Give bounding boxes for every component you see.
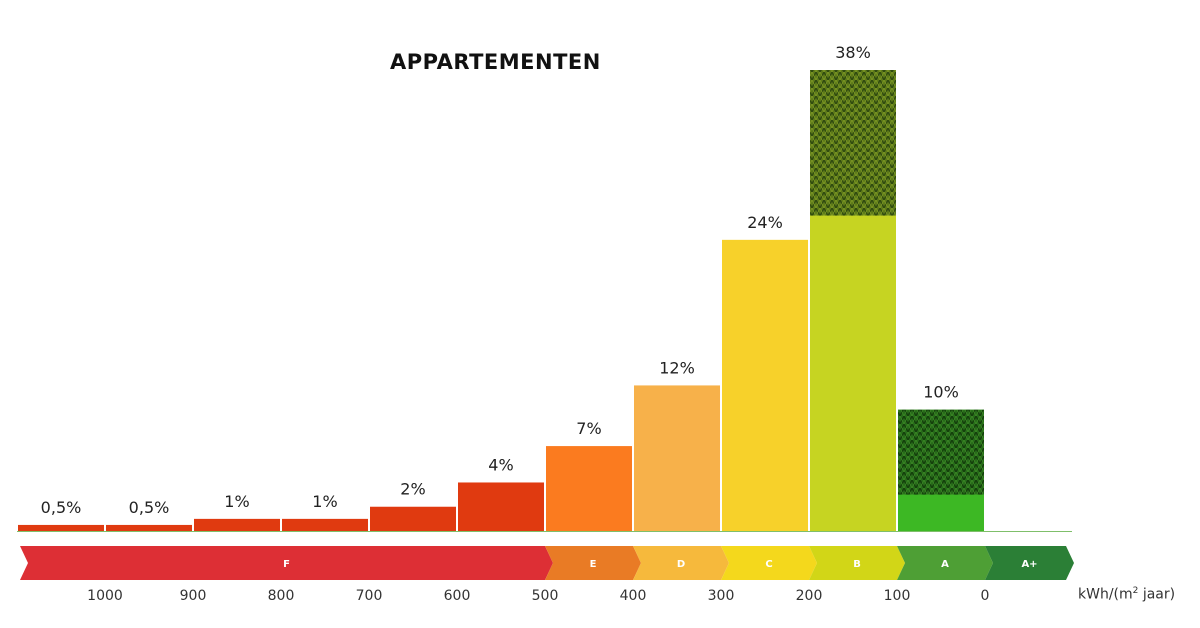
energy-band-label-D: D bbox=[677, 559, 685, 570]
x-tick-500: 500 bbox=[532, 588, 559, 604]
bar-9-hatched-segment bbox=[810, 70, 896, 216]
bar-value-label-2: 1% bbox=[224, 492, 249, 511]
bar-10-hatched-segment bbox=[898, 409, 984, 495]
x-tick-600: 600 bbox=[444, 588, 471, 604]
bar-value-label-0: 0,5% bbox=[41, 498, 82, 517]
energy-band-B bbox=[809, 546, 905, 580]
energy-band-label-Aplus: A+ bbox=[1021, 559, 1037, 570]
chart-title: APPARTEMENTEN bbox=[390, 50, 601, 74]
bar-value-label-3: 1% bbox=[312, 492, 337, 511]
bar-8 bbox=[722, 239, 808, 531]
energy-band-E bbox=[545, 546, 641, 580]
x-tick-800: 800 bbox=[268, 588, 295, 604]
bar-5 bbox=[458, 482, 544, 531]
x-tick-labels: 1000 900 800 700 600 500 400 300 200 100 0 bbox=[87, 588, 989, 604]
energy-band-Aplus bbox=[985, 546, 1074, 580]
energy-band-label-C: C bbox=[765, 559, 772, 570]
bar-6 bbox=[546, 446, 632, 531]
bar-1 bbox=[106, 524, 192, 531]
bar-value-label-1: 0,5% bbox=[129, 498, 170, 517]
x-tick-0: 0 bbox=[981, 588, 990, 604]
bar-value-label-10: 10% bbox=[923, 383, 959, 402]
bar-value-label-4: 2% bbox=[400, 480, 425, 499]
x-tick-100: 100 bbox=[884, 588, 911, 604]
bar-0 bbox=[18, 524, 104, 531]
x-tick-700: 700 bbox=[356, 588, 383, 604]
bar-2 bbox=[194, 518, 280, 531]
bar-3 bbox=[282, 518, 368, 531]
energy-band-label-E: E bbox=[590, 559, 597, 570]
energy-band-label-A: A bbox=[941, 559, 949, 570]
energy-band-C bbox=[721, 546, 817, 580]
energy-band-F bbox=[20, 546, 553, 580]
energy-band-A bbox=[897, 546, 993, 580]
bar-value-label-6: 7% bbox=[576, 419, 601, 438]
bar-4 bbox=[370, 506, 456, 531]
x-tick-300: 300 bbox=[708, 588, 735, 604]
bar-value-label-8: 24% bbox=[747, 213, 783, 232]
energy-band-label-F: F bbox=[283, 559, 290, 570]
value-labels-group: 0,5% 0,5% 1% 1% 2% 4% 7% 12% 24% 38% 10% bbox=[41, 43, 959, 517]
x-tick-400: 400 bbox=[620, 588, 647, 604]
bar-value-label-5: 4% bbox=[488, 455, 513, 474]
energy-band-label-B: B bbox=[853, 559, 861, 570]
bar-value-label-9: 38% bbox=[835, 43, 871, 62]
x-unit-label: kWh/(m2 jaar) bbox=[1078, 586, 1176, 603]
x-tick-1000: 1000 bbox=[87, 588, 123, 604]
x-tick-200: 200 bbox=[796, 588, 823, 604]
energy-band-D bbox=[633, 546, 729, 580]
bar-7 bbox=[634, 385, 720, 531]
x-tick-900: 900 bbox=[180, 588, 207, 604]
bar-value-label-7: 12% bbox=[659, 358, 695, 377]
bars-group bbox=[17, 70, 1072, 532]
energy-label-bands: F E D C B A A+ bbox=[20, 546, 1074, 580]
